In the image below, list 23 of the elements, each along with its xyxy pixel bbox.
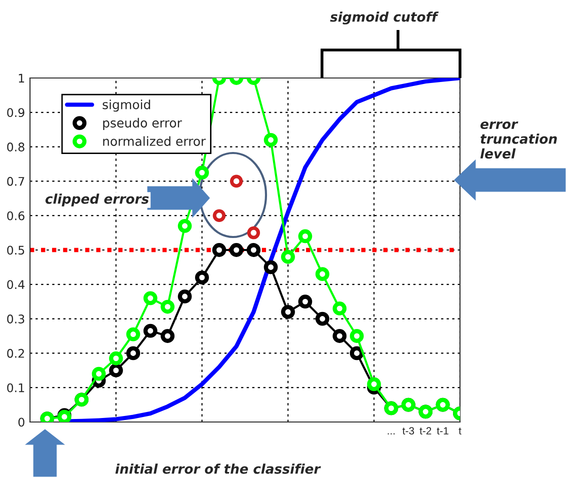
annotation: clipped errors — [45, 194, 149, 206]
x-tick-label: t — [458, 428, 462, 434]
y-tick-label: 0.1 — [7, 383, 24, 392]
y-tick-label: 0 — [18, 418, 24, 427]
y-tick-label: 0.5 — [7, 246, 24, 255]
legend-label: normalized error — [103, 136, 206, 146]
legend-label: pseudo error — [103, 118, 182, 130]
y-tick-label: 0.4 — [7, 280, 24, 290]
text: sigmoid cutoff — [330, 12, 439, 24]
y-tick-label: 0.8 — [7, 142, 24, 152]
x-tick-label: t-1 — [436, 427, 448, 434]
y-tick-label: 1 — [18, 74, 24, 82]
x-tick-label: ... — [388, 433, 395, 434]
legend-label: sigmoid — [102, 100, 150, 112]
y-tick-label: 0.6 — [7, 211, 24, 220]
x-tick-label: t-2 — [420, 427, 432, 434]
text: initial error of the classifier — [115, 464, 321, 474]
y-tick-label: 0.9 — [7, 108, 24, 118]
y-tick-label: 0.3 — [7, 314, 24, 324]
y-tick-label: 0.7 — [7, 176, 24, 186]
x-tick-label: t-3 — [402, 427, 414, 435]
y-tick-label: 0.2 — [7, 348, 24, 358]
text: error truncation level — [480, 121, 557, 159]
